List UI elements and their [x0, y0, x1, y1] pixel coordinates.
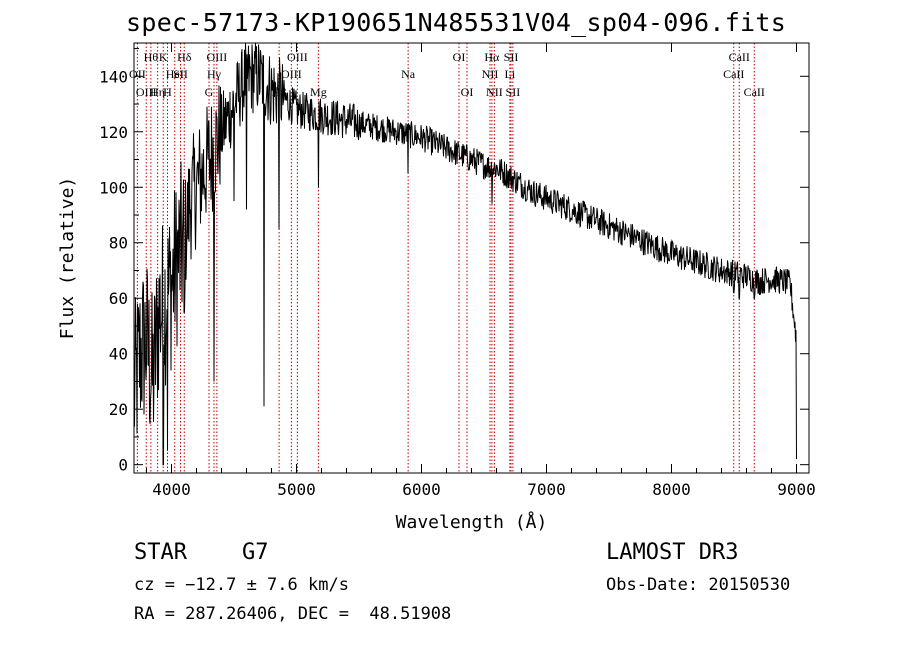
x-tick-label-3: 7000	[527, 480, 566, 499]
spectral-subclass: G7	[242, 540, 269, 565]
x-tick-label-1: 5000	[277, 480, 316, 499]
line-marker-label-20: Hα	[484, 50, 500, 64]
line-marker-label-6: HeI	[166, 67, 184, 81]
line-marker-label-17: OI	[453, 50, 466, 64]
survey-name: LAMOST DR3	[606, 540, 739, 565]
chart-title: spec-57173-KP190651N485531V04_sp04-096.f…	[126, 8, 787, 37]
line-marker-label-18: OI	[461, 85, 474, 99]
object-type: STAR	[134, 540, 187, 565]
line-marker-label-8: Hδ	[177, 50, 192, 64]
y-tick-label-7: 140	[99, 67, 128, 86]
line-marker-label-3: Hη	[150, 85, 165, 99]
line-marker-label-26: CaII	[729, 50, 750, 64]
y-tick-label-6: 120	[99, 123, 128, 142]
x-tick-label-4: 8000	[652, 480, 691, 499]
line-marker-label-7: SII	[173, 67, 188, 81]
line-marker-label-5: H	[163, 85, 172, 99]
x-tick-label-0: 4000	[152, 480, 191, 499]
line-marker-label-14: OIII	[287, 50, 308, 64]
y-tick-label-0: 0	[118, 456, 128, 475]
x-tick-label-2: 6000	[402, 480, 441, 499]
y-tick-label-3: 60	[109, 289, 128, 308]
line-marker-label-15: Mg	[310, 85, 327, 99]
line-marker-label-11: OIII	[207, 50, 228, 64]
line-marker-label-23: SII	[504, 50, 519, 64]
line-marker-label-9: G	[205, 85, 214, 99]
x-axis-label: Wavelength (Å)	[396, 511, 548, 533]
line-marker-label-19: NII	[482, 67, 499, 81]
line-marker-label-10: Hγ	[207, 67, 222, 81]
line-marker-label-12: Hβ	[272, 85, 287, 99]
line-marker-label-16: Na	[401, 67, 416, 81]
y-tick-label-2: 40	[109, 345, 128, 364]
line-marker-label-21: NII	[486, 85, 503, 99]
observation-date: Obs-Date: 20150530	[606, 575, 791, 595]
line-marker-label-22: Li	[505, 67, 516, 81]
y-tick-label-5: 100	[99, 178, 128, 197]
line-marker-label-25: CaII	[723, 67, 744, 81]
x-tick-label-5: 9000	[777, 480, 816, 499]
flux-line	[133, 42, 797, 466]
ra-dec-coordinates: RA = 287.26406, DEC = 48.51908	[134, 604, 452, 624]
line-marker-label-4: K	[159, 50, 168, 64]
line-marker-label-24: SII	[506, 85, 521, 99]
y-tick-label-1: 20	[109, 400, 128, 419]
line-marker-label-27: CaII	[744, 85, 765, 99]
y-tick-label-4: 80	[109, 234, 128, 253]
y-axis-label: Flux (relative)	[57, 177, 78, 340]
redshift-velocity: cz = −12.7 ± 7.6 km/s	[134, 575, 349, 595]
line-marker-label-0: OII	[129, 67, 146, 81]
line-marker-label-2: Hθ	[144, 50, 159, 64]
line-marker-label-1: OIII	[136, 85, 157, 99]
line-marker-label-13: OIII	[281, 67, 302, 81]
